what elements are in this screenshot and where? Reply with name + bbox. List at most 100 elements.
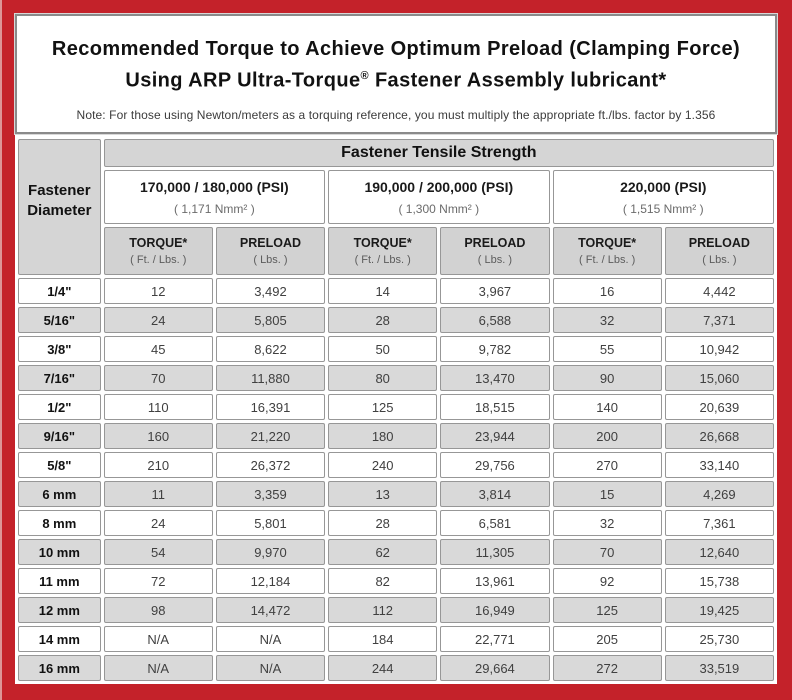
diameter-cell: 12 mm [18, 597, 101, 623]
torque-value-cell: 200 [552, 423, 662, 449]
torque-label: TORQUE* [353, 236, 412, 250]
torque-value-cell: 70 [103, 365, 213, 391]
torque-value-cell: 90 [552, 365, 662, 391]
preload-value-cell: 13,470 [440, 365, 550, 391]
preload-value-cell: 9,782 [440, 336, 550, 362]
torque-value-cell: 125 [552, 597, 662, 623]
torque-value-cell: 24 [103, 510, 213, 536]
registered-trademark-symbol: ® [360, 70, 369, 82]
psi-rating-label: 170,000 / 180,000 (PSI) [140, 178, 289, 195]
preload-label: PRELOAD [688, 236, 750, 250]
torque-value-cell: 240 [328, 452, 438, 478]
preload-value-cell: 14,472 [215, 597, 326, 623]
preload-value-cell: 11,305 [440, 539, 550, 565]
diameter-cell: 8 mm [18, 510, 101, 536]
table-row: 5/16" 24 5,805 28 6,588 32 7,371 [18, 307, 774, 333]
nmm-rating-label: ( 1,515 Nmm² ) [622, 201, 704, 216]
preload-value-cell: 16,949 [440, 597, 550, 623]
torque-label: TORQUE* [129, 236, 188, 250]
preload-value-cell: 7,361 [664, 510, 774, 536]
torque-value-cell: 112 [328, 597, 438, 623]
torque-value-cell: 110 [103, 394, 213, 420]
torque-value-cell: 32 [552, 510, 662, 536]
page-title-line2: Using ARP Ultra-Torque® Fastener Assembl… [17, 63, 775, 95]
torque-value-cell: 28 [328, 510, 438, 536]
preload-value-cell: 29,664 [440, 655, 550, 681]
table-row: 5/8" 210 26,372 240 29,756 270 33,140 [18, 452, 774, 478]
diameter-cell: 5/16" [18, 307, 101, 333]
preload-value-cell: 25,730 [664, 626, 774, 652]
torque-value-cell: 80 [328, 365, 438, 391]
preload-unit: ( Lbs. ) [702, 254, 737, 266]
preload-header-cell: PRELOAD ( Lbs. ) [215, 227, 326, 275]
diameter-cell: 10 mm [18, 539, 101, 565]
torque-value-cell: 184 [328, 626, 438, 652]
preload-value-cell: N/A [215, 655, 326, 681]
preload-value-cell: 7,371 [664, 307, 774, 333]
torque-value-cell: 24 [103, 307, 213, 333]
diameter-cell: 6 mm [18, 481, 101, 507]
torque-value-cell: 270 [552, 452, 662, 478]
torque-value-cell: 54 [103, 539, 213, 565]
torque-label: TORQUE* [578, 236, 637, 250]
conversion-note: Note: For those using Newton/meters as a… [76, 107, 716, 122]
table-row: 3/8" 45 8,622 50 9,782 55 10,942 [18, 336, 774, 362]
torque-value-cell: 125 [328, 394, 438, 420]
table-row: 16 mm N/A N/A 244 29,664 272 33,519 [18, 655, 774, 681]
preload-value-cell: 33,519 [664, 655, 774, 681]
torque-value-cell: 82 [328, 568, 438, 594]
measure-header-row: TORQUE* ( Ft. / Lbs. ) PRELOAD ( Lbs. ) … [18, 227, 774, 275]
torque-value-cell: 244 [328, 655, 438, 681]
diameter-cell: 9/16" [18, 423, 101, 449]
preload-value-cell: 16,391 [215, 394, 326, 420]
preload-value-cell: 26,372 [215, 452, 326, 478]
table-row: 1/2" 110 16,391 125 18,515 140 20,639 [18, 394, 774, 420]
torque-value-cell: 50 [328, 336, 438, 362]
preload-value-cell: 15,060 [664, 365, 774, 391]
nmm-rating-label: ( 1,171 Nmm² ) [174, 201, 255, 216]
diameter-cell: 1/2" [18, 394, 101, 420]
torque-value-cell: 45 [103, 336, 213, 362]
diameter-cell: 11 mm [18, 568, 101, 594]
torque-value-cell: 92 [552, 568, 662, 594]
preload-value-cell: 5,801 [215, 510, 326, 536]
preload-value-cell: 6,588 [440, 307, 550, 333]
torque-value-cell: 70 [552, 539, 662, 565]
preload-value-cell: 12,184 [215, 568, 326, 594]
psi-rating-label: 220,000 (PSI) [620, 178, 707, 195]
preload-value-cell: 18,515 [440, 394, 550, 420]
preload-value-cell: 3,492 [215, 278, 326, 304]
preload-value-cell: 3,814 [440, 481, 550, 507]
diameter-cell: 1/4" [18, 278, 101, 304]
preload-value-cell: 13,961 [440, 568, 550, 594]
title-line2-suffix: Fastener Assembly lubricant* [368, 69, 667, 92]
torque-value-cell: 160 [103, 423, 213, 449]
torque-value-cell: 140 [552, 394, 662, 420]
diameter-cell: 7/16" [18, 365, 101, 391]
torque-value-cell: 11 [103, 481, 213, 507]
preload-value-cell: 6,581 [440, 510, 550, 536]
table-row: 9/16" 160 21,220 180 23,944 200 26,668 [18, 423, 774, 449]
torque-value-cell: 180 [328, 423, 438, 449]
table-row: 14 mm N/A N/A 184 22,771 205 25,730 [18, 626, 774, 652]
torque-value-cell: 32 [552, 307, 662, 333]
torque-unit: ( Ft. / Lbs. ) [130, 254, 187, 266]
table-row: 1/4" 12 3,492 14 3,967 16 4,442 [18, 278, 774, 304]
torque-table: Fastener Diameter Fastener Tensile Stren… [15, 136, 777, 684]
preload-value-cell: 8,622 [215, 336, 326, 362]
table-row: 7/16" 70 11,880 80 13,470 90 15,060 [18, 365, 774, 391]
preload-label: PRELOAD [464, 236, 526, 250]
preload-value-cell: 3,967 [440, 278, 550, 304]
group-header-row: Fastener Diameter Fastener Tensile Stren… [18, 139, 774, 275]
diameter-cell: 3/8" [18, 336, 101, 362]
diameter-header-cell: Fastener Diameter [18, 139, 101, 275]
preload-header-cell: PRELOAD ( Lbs. ) [664, 227, 774, 275]
preload-value-cell: 23,944 [440, 423, 550, 449]
torque-unit: ( Ft. / Lbs. ) [579, 254, 636, 266]
preload-value-cell: 11,880 [215, 365, 326, 391]
torque-unit: ( Ft. / Lbs. ) [354, 254, 411, 266]
torque-value-cell: 15 [552, 481, 662, 507]
diameter-cell: 14 mm [18, 626, 101, 652]
preload-value-cell: 4,269 [664, 481, 774, 507]
preload-value-cell: 5,805 [215, 307, 326, 333]
